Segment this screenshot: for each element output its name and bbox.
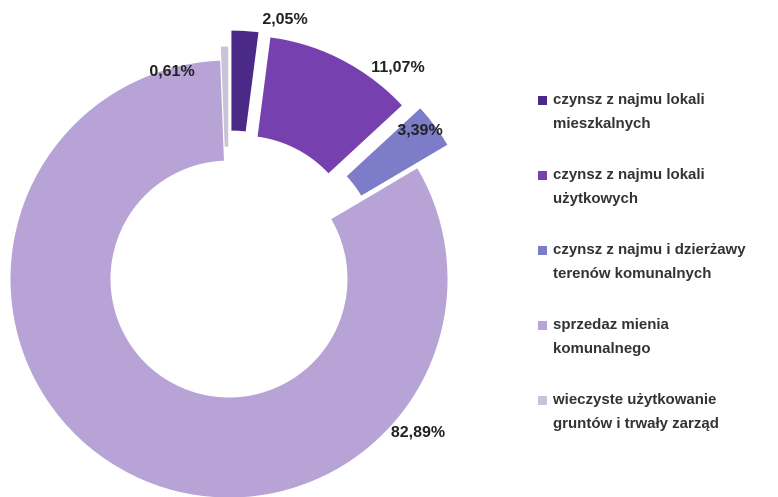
legend-entry: czynsz z najmu lokali mieszkalnych <box>538 88 763 136</box>
data-label: 0,61% <box>149 63 194 80</box>
donut-slice <box>230 29 260 133</box>
legend-swatch <box>538 396 547 405</box>
legend-label: wieczyste użytkowanie gruntów i trwały z… <box>553 391 719 432</box>
legend-label: czynsz z najmu i dzierżawy terenów komun… <box>553 241 746 282</box>
legend-swatch <box>538 171 547 180</box>
legend-swatch <box>538 96 547 105</box>
legend-entry: czynsz z najmu lokali użytkowych <box>538 163 763 211</box>
data-label: 82,89% <box>391 424 445 441</box>
data-label: 3,39% <box>397 122 442 139</box>
legend-label: czynsz z najmu lokali mieszkalnych <box>553 91 705 132</box>
legend-label: czynsz z najmu lokali użytkowych <box>553 166 705 207</box>
legend-swatch <box>538 321 547 330</box>
legend-entry: sprzedaz mienia komunalnego <box>538 313 763 361</box>
legend-entry: czynsz z najmu i dzierżawy terenów komun… <box>538 238 763 286</box>
data-label: 11,07% <box>371 59 424 76</box>
donut-slice <box>256 36 404 175</box>
legend-swatch <box>538 246 547 255</box>
legend-entry: wieczyste użytkowanie gruntów i trwały z… <box>538 388 763 436</box>
donut-slice <box>219 45 230 148</box>
donut-slice <box>9 59 449 497</box>
legend-label: sprzedaz mienia komunalnego <box>553 316 669 357</box>
donut-slice <box>345 106 449 197</box>
data-label: 2,05% <box>262 11 307 28</box>
